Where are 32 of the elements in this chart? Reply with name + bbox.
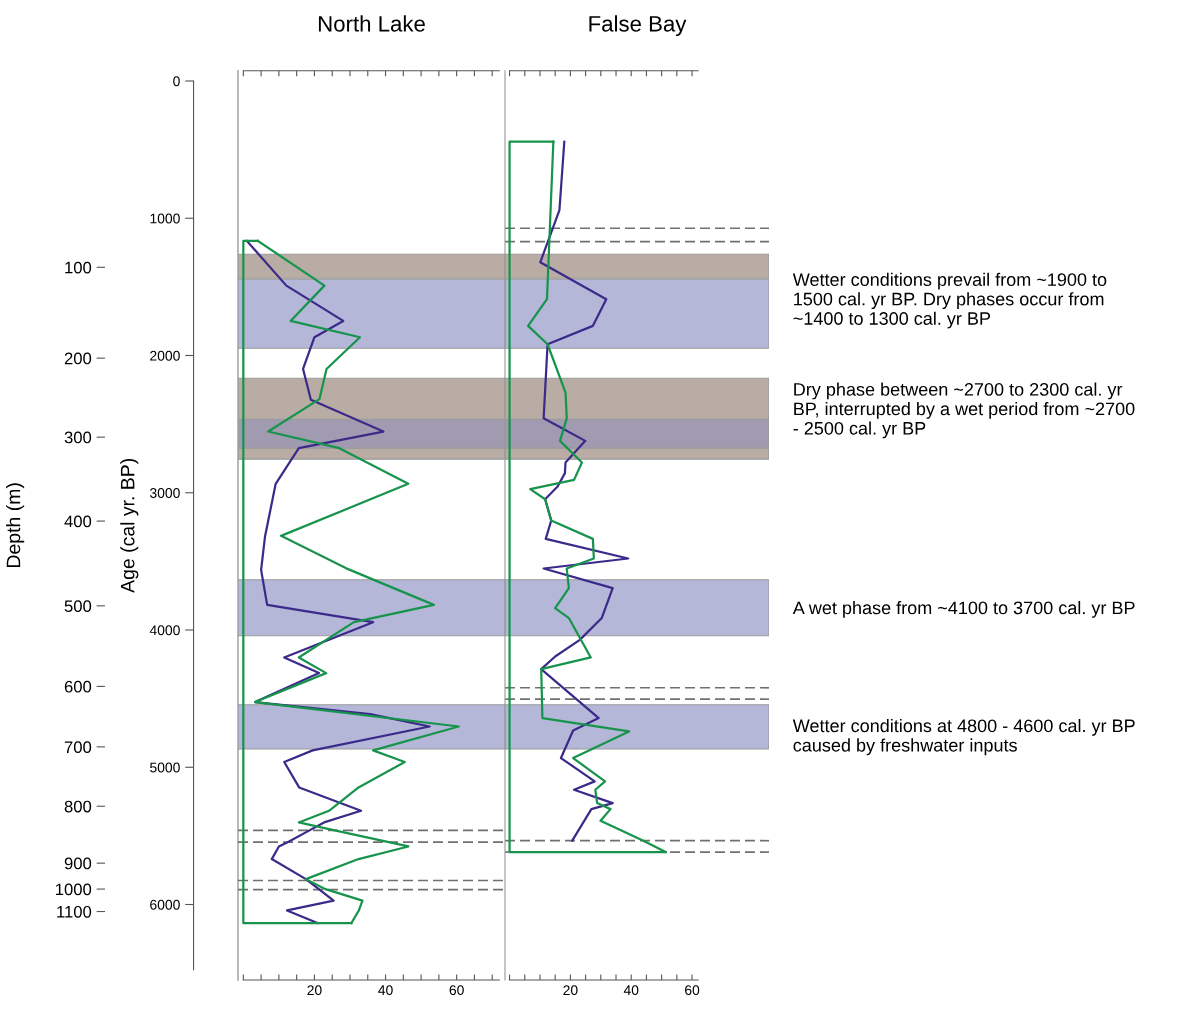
text: Wetter conditions at 4800 - 4600 cal. yr BP caused by freshwater inputs [792,718,1135,756]
x-tick-label: 20 [307,985,322,996]
y-tick-label: 4000 [149,625,180,636]
text: 700 [64,741,92,754]
text: Wetter conditions prevail from ~1900 to 1500 cal. yr BP. Dry phases occur from ~1400 to 1300 cal. yr BP [792,272,1107,329]
text: 100 [65,261,92,274]
text: 1100 [57,905,92,918]
text: 500 [64,600,92,613]
x-tick-label: 20 [563,985,578,996]
y-tick-label: 3000 [150,488,180,498]
text: 400 [64,515,92,528]
y-tick-label: 2000 [150,350,180,361]
text: 900 [64,857,92,870]
y-tick-label: 0 [173,76,180,87]
x-tick-label: 60 [685,985,700,996]
y3-axis-title: Depth (m) [6,483,25,567]
y-tick-label: 1000 [150,213,180,224]
text: 1000 [56,883,92,896]
x-tick-label: 40 [378,985,393,996]
y-tick-label: 6000 [150,899,180,910]
text: 600 [64,680,92,693]
text: Dry phase between ~2700 to 2300 cal. yr BP, interrupted by a wet period from ~2700 - 2500 cal. yr BP [793,382,1135,439]
text: A wet phase from ~4100 to 3700 cal. yr BP [792,601,1135,618]
chart-title: False Bay [589,15,687,37]
text: 200 [64,352,92,365]
y-tick-label: 5000 [150,762,180,773]
text: 800 [64,800,92,813]
text: 300 [64,431,92,444]
y-axis-title: Age (cal yr. BP) [120,459,139,593]
x-tick-label: 40 [623,985,639,996]
x-tick-label: 60 [449,985,464,996]
chart-title: North Lake [318,15,425,32]
